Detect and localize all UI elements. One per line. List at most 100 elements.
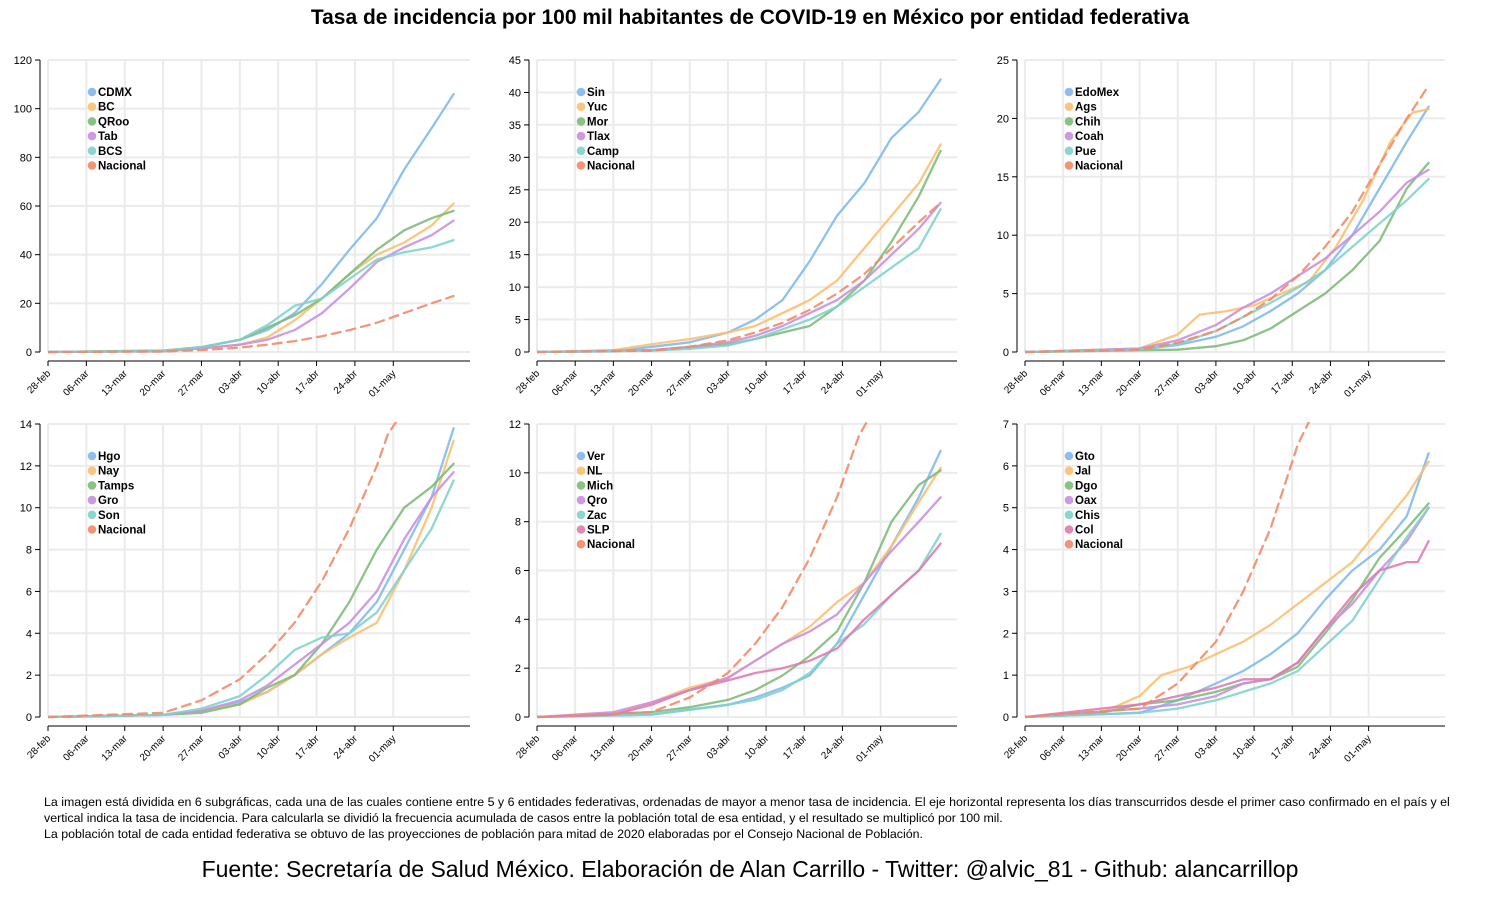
x-tick-label: 03-abr bbox=[1193, 733, 1222, 762]
y-tick-label: 3 bbox=[1003, 586, 1009, 598]
x-tick-label: 17-abr bbox=[293, 733, 322, 762]
note-paragraph: La imagen está dividida en 6 subgráficas… bbox=[44, 795, 1450, 825]
series-line-nacional bbox=[537, 201, 942, 354]
x-tick-label: 01-may bbox=[367, 368, 398, 399]
x-tick-label: 13-mar bbox=[100, 733, 131, 764]
series-line-coah bbox=[1025, 168, 1430, 354]
x-tick-label: 06-mar bbox=[550, 368, 581, 399]
x-tick-label: 27-mar bbox=[1153, 368, 1184, 399]
legend-marker bbox=[87, 451, 97, 461]
x-tick-label: 10-abr bbox=[743, 733, 772, 762]
chart-panel: 0 2 4 6 8 10 12 14 28-feb 06-mar 13-mar 20-mar 27-ma… bbox=[20, 419, 470, 765]
legend-label: NL bbox=[587, 466, 602, 478]
x-tick-label: 13-mar bbox=[100, 368, 131, 399]
legend-marker bbox=[1064, 481, 1074, 490]
x-tick-label: 28-feb bbox=[514, 733, 542, 761]
x-tick-label: 03-abr bbox=[217, 368, 246, 397]
legend-label: Zac bbox=[587, 510, 607, 522]
legend-label: Chis bbox=[1075, 510, 1100, 522]
legend-label: Nacional bbox=[1075, 539, 1123, 551]
legend-label: BCS bbox=[98, 146, 123, 158]
page-title: Tasa de incidencia por 100 mil habitante… bbox=[310, 6, 1190, 29]
legend-label: Hgo bbox=[98, 451, 120, 463]
x-tick-label: 24-abr bbox=[1307, 733, 1336, 762]
x-tick-label: 24-abr bbox=[332, 368, 361, 397]
series-line-gto bbox=[1025, 452, 1430, 719]
series-lines bbox=[537, 422, 942, 719]
gridlines bbox=[1024, 423, 1445, 718]
legend-marker bbox=[1064, 102, 1074, 111]
series-line-col bbox=[1025, 540, 1430, 719]
x-tick-label: 10-abr bbox=[1231, 368, 1260, 397]
series-line-camp bbox=[537, 208, 942, 354]
note-paragraph: La población total de cada entidad feder… bbox=[44, 827, 923, 841]
y-tick-label: 10 bbox=[20, 503, 32, 515]
chart-panel: 0 1 2 3 4 5 6 7 28-feb 06-mar 13-mar 20-mar 27-mar 03… bbox=[1002, 419, 1445, 765]
y-tick-label: 2 bbox=[515, 663, 521, 675]
y-tick-label: 10 bbox=[509, 468, 521, 480]
legend-label: Tlax bbox=[587, 131, 611, 143]
y-tick-label: 80 bbox=[20, 152, 32, 164]
legend-marker bbox=[87, 481, 97, 490]
legend-label: Ags bbox=[1075, 102, 1097, 114]
series-lines bbox=[48, 92, 455, 354]
y-tick-label: 5 bbox=[1003, 503, 1009, 515]
x-tick-label: 17-abr bbox=[781, 733, 810, 762]
legend-marker bbox=[87, 495, 97, 505]
legend: CDMX BC QRoo Tab BCS Nacional bbox=[87, 87, 146, 173]
legend-label: Oax bbox=[1075, 495, 1097, 507]
legend-marker bbox=[87, 87, 97, 97]
y-tick-label: 25 bbox=[997, 55, 1009, 67]
series-line-tlax bbox=[537, 201, 942, 354]
x-tick-label: 10-abr bbox=[255, 368, 284, 397]
y-tick-label: 5 bbox=[515, 315, 521, 327]
legend-marker bbox=[87, 466, 97, 476]
series-line-jal bbox=[1025, 460, 1430, 719]
y-tick-label: 15 bbox=[509, 250, 521, 262]
legend-label: Nacional bbox=[587, 161, 635, 173]
x-tick-label: 10-abr bbox=[1231, 733, 1260, 762]
legend-marker bbox=[1064, 131, 1074, 141]
legend-marker bbox=[1064, 87, 1074, 97]
y-tick-label: 1 bbox=[1003, 670, 1009, 682]
legend-marker bbox=[576, 102, 586, 111]
x-tick-label: 20-mar bbox=[1114, 368, 1145, 399]
x-tick-label: 28-feb bbox=[25, 368, 53, 396]
x-tick-label: 20-mar bbox=[1114, 733, 1145, 764]
legend-label: Tamps bbox=[98, 480, 134, 492]
y-tick-label: 35 bbox=[509, 120, 521, 132]
series-line-slp bbox=[537, 542, 942, 719]
series-line-nacional bbox=[537, 422, 869, 719]
series-line-bcs bbox=[48, 238, 455, 354]
y-tick-label: 6 bbox=[1003, 461, 1009, 473]
y-tick-label: 10 bbox=[509, 282, 521, 294]
y-tick-label: 12 bbox=[509, 419, 521, 431]
x-tick-label: 03-abr bbox=[705, 733, 734, 762]
legend-label: Nacional bbox=[98, 525, 146, 537]
legend-marker bbox=[1064, 466, 1074, 476]
series-line-gro bbox=[48, 470, 455, 719]
x-tick-label: 06-mar bbox=[1038, 368, 1069, 399]
legend-label: Chih bbox=[1075, 116, 1101, 128]
legend-label: Sin bbox=[587, 87, 605, 99]
source-credit: Fuente: Secretaría de Salud México. Elab… bbox=[201, 856, 1299, 882]
x-tick-label: 28-feb bbox=[1002, 368, 1030, 396]
series-line-pue bbox=[1025, 177, 1430, 354]
x-tick-label: 06-mar bbox=[61, 733, 92, 764]
legend-marker bbox=[1064, 539, 1074, 549]
series-line-nacional bbox=[48, 422, 398, 719]
legend-marker bbox=[576, 146, 586, 156]
y-tick-label: 60 bbox=[20, 201, 32, 213]
legend-marker bbox=[1064, 495, 1074, 505]
legend-marker bbox=[87, 146, 97, 156]
legend-marker bbox=[87, 510, 97, 520]
legend-marker bbox=[87, 117, 97, 126]
x-tick-label: 03-abr bbox=[1193, 368, 1222, 397]
legend-marker bbox=[576, 510, 586, 520]
y-tick-label: 14 bbox=[20, 419, 32, 431]
x-tick-label: 27-mar bbox=[665, 733, 696, 764]
x-tick-label: 13-mar bbox=[1076, 733, 1107, 764]
x-tick-label: 27-mar bbox=[1153, 733, 1184, 764]
legend-marker bbox=[576, 539, 586, 549]
legend-label: Jal bbox=[1075, 466, 1091, 478]
